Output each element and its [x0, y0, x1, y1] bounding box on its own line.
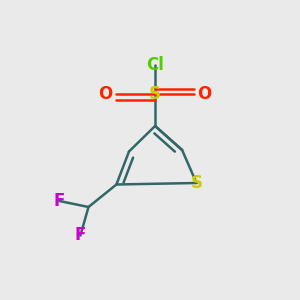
- Text: O: O: [197, 85, 212, 103]
- Text: O: O: [98, 85, 112, 103]
- Text: S: S: [149, 85, 161, 103]
- Text: F: F: [54, 192, 65, 210]
- Text: F: F: [75, 226, 86, 244]
- Text: Cl: Cl: [146, 56, 164, 74]
- Text: S: S: [190, 174, 202, 192]
